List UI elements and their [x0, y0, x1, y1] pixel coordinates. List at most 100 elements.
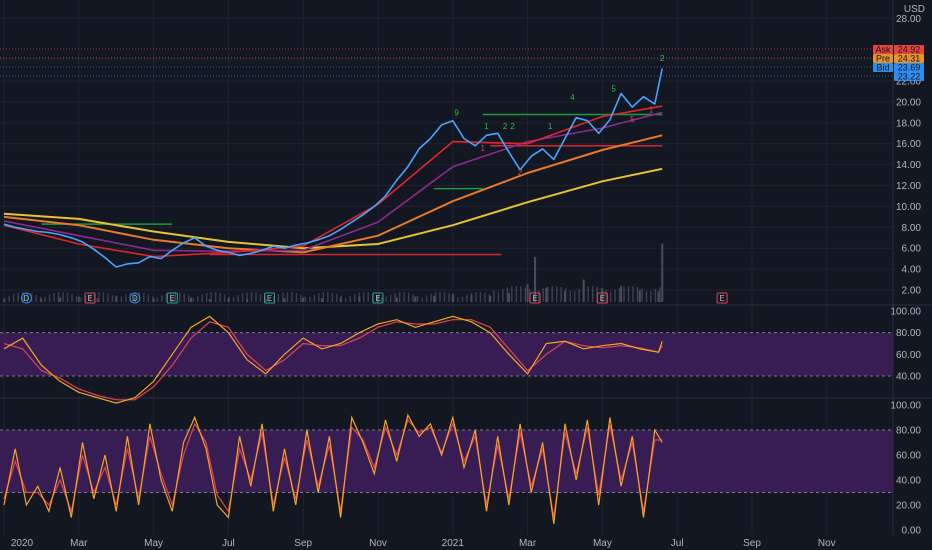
volume-bar — [542, 288, 544, 302]
volume-bar — [102, 292, 105, 302]
dividend-marker[interactable]: D — [129, 292, 141, 304]
volume-bar — [452, 295, 455, 302]
volume-bar — [395, 297, 398, 302]
quote-tag-value-bg — [894, 63, 924, 72]
volume-bar — [134, 292, 136, 302]
volume-bar — [107, 293, 109, 302]
volume-bar — [609, 291, 612, 302]
volume-bar — [71, 294, 73, 302]
dividend-icon — [129, 292, 141, 304]
td-sell-label: 1 — [649, 105, 654, 114]
volume-bar — [376, 294, 378, 302]
rsi-tick-label: 80.00 — [896, 328, 921, 339]
volume-bar — [120, 296, 123, 302]
price-tick-label: 22.00 — [896, 77, 921, 88]
earnings-marker[interactable]: E — [166, 292, 178, 304]
moving-averages — [3, 105, 663, 258]
event-label: E — [375, 294, 380, 303]
stoch-tick-label: 20.00 — [896, 501, 921, 512]
volume-bar — [255, 292, 257, 302]
quote-tag[interactable]: Pre 24.31 — [873, 54, 924, 64]
quote-tag-value-bg — [894, 45, 924, 54]
earnings-marker[interactable]: E — [372, 292, 384, 304]
volume-bar — [551, 286, 553, 302]
volume-bar — [556, 286, 558, 302]
td-buy-label: 4 — [570, 93, 575, 102]
td-sell-label: 5 — [630, 115, 635, 124]
time-tick-label: Sep — [294, 538, 312, 549]
price-tick-label: 6.00 — [902, 244, 922, 255]
volume-bar — [560, 286, 562, 302]
td-buy-label: 2 — [503, 122, 508, 131]
quote-tag-label: Bid — [876, 63, 889, 73]
volume-bar — [533, 291, 535, 302]
quote-tag[interactable]: 23.22 — [894, 72, 924, 82]
volume-bar — [627, 286, 630, 302]
volume-bar — [17, 292, 19, 302]
volume-bar — [569, 290, 571, 302]
td-buy-label: 1 — [548, 122, 553, 131]
volume-bar — [183, 293, 185, 302]
volume-bar — [196, 296, 199, 302]
price-tick-label: 18.00 — [896, 118, 921, 129]
volume-bar — [389, 294, 392, 302]
event-label: E — [600, 294, 605, 303]
volume-bar — [40, 299, 43, 302]
quote-tag-label-bg — [873, 63, 893, 72]
stoch-tick-label: 40.00 — [896, 476, 921, 487]
volume-bar — [190, 297, 192, 302]
earnings-marker[interactable]: E — [264, 292, 276, 304]
volume-bar — [179, 292, 181, 302]
event-label: E — [267, 294, 272, 303]
quote-tag[interactable]: Bid 23.69 — [873, 63, 924, 73]
volume-bar — [489, 295, 492, 302]
volume-bar — [4, 298, 6, 302]
volume-bar — [116, 297, 118, 302]
earnings-marker[interactable]: E — [716, 292, 728, 304]
volume-bar — [174, 292, 176, 302]
volume-bar — [219, 292, 221, 302]
quote-tag-value: 23.22 — [898, 72, 921, 82]
quote-tag-label-bg — [873, 54, 893, 63]
volume-bar — [507, 293, 510, 302]
volume-bar — [264, 299, 267, 302]
volume-bar — [354, 293, 356, 302]
volume-bar — [152, 296, 154, 302]
volume-bar — [80, 297, 82, 302]
volume-bar — [502, 289, 504, 302]
volume-bar — [75, 296, 78, 302]
quote-tag[interactable]: Ask 24.92 — [873, 45, 924, 55]
price-series — [3, 68, 663, 268]
volume-bar — [620, 285, 623, 302]
event-label: E — [170, 294, 175, 303]
volume-bar — [152, 298, 155, 302]
volume-bar — [214, 292, 217, 302]
volume-bar — [363, 292, 365, 302]
volume-bar — [398, 292, 401, 302]
volume-bar — [470, 292, 473, 302]
volume-bar — [578, 289, 580, 302]
event-label: E — [719, 294, 724, 303]
volume-bar — [349, 295, 351, 302]
volume-bar — [434, 292, 437, 302]
earnings-icon — [529, 292, 541, 304]
volume-bar — [565, 288, 567, 302]
volume-bar — [66, 292, 69, 302]
quote-tag-label: Ask — [875, 45, 891, 55]
volume-bar — [8, 295, 10, 302]
earnings-marker[interactable]: E — [84, 292, 96, 304]
earnings-marker[interactable]: E — [596, 292, 608, 304]
volume-bar — [661, 243, 664, 302]
price-tick-label: 16.00 — [896, 139, 921, 150]
volume-bar — [367, 292, 369, 302]
volume-bar — [497, 291, 500, 302]
earnings-marker[interactable]: E — [529, 292, 541, 304]
volume-bar — [192, 297, 194, 302]
volume-bar — [93, 292, 96, 302]
dividend-marker[interactable]: D — [20, 292, 32, 304]
td-buy-label: 1 — [484, 122, 489, 131]
